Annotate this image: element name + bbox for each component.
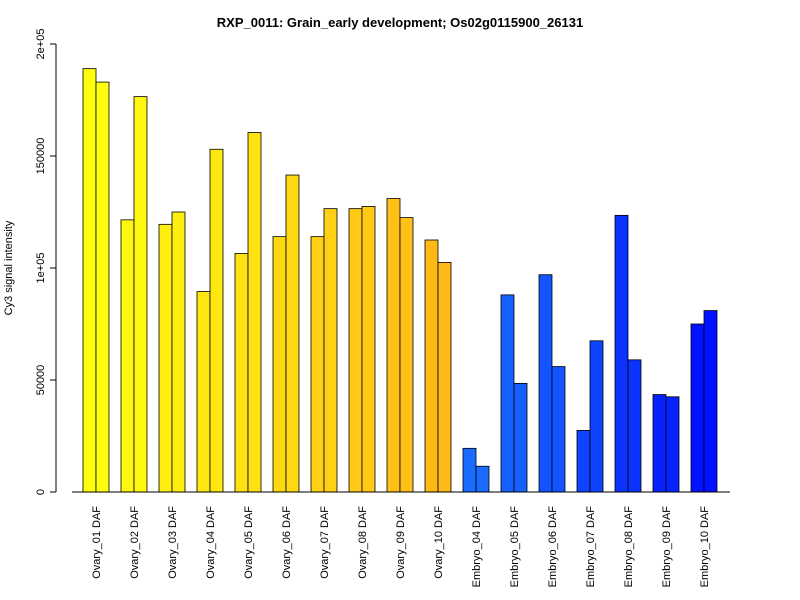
x-tick-label: Embryo_04 DAF: [471, 506, 483, 588]
y-axis: 0 50000 1e+05 150000 2e+05: [35, 29, 57, 495]
y-tick-label: 1e+05: [35, 253, 47, 284]
x-tick-labels: Ovary_01 DAF Ovary_02 DAF Ovary_03 DAF Ovar…: [91, 506, 711, 588]
x-tick-label: Ovary_04 DAF: [205, 506, 217, 579]
x-tick-label: Embryo_06 DAF: [547, 506, 559, 588]
x-tick-label: Ovary_10 DAF: [433, 506, 445, 579]
bar: [285, 174, 300, 493]
bar: [475, 465, 490, 493]
bar: [703, 310, 718, 493]
bar: [386, 198, 401, 493]
bar: [133, 96, 148, 493]
x-tick-label: Embryo_08 DAF: [623, 506, 635, 588]
bar: [95, 81, 110, 493]
bars: [82, 68, 718, 493]
x-tick-label: Ovary_01 DAF: [91, 506, 103, 579]
bar: [399, 217, 414, 493]
x-tick-label: Ovary_08 DAF: [357, 506, 369, 579]
bar: [323, 208, 338, 493]
x-tick-label: Ovary_06 DAF: [281, 506, 293, 579]
x-tick-label: Ovary_09 DAF: [395, 506, 407, 579]
bar: [361, 205, 376, 493]
y-tick-label: 50000: [35, 365, 47, 396]
bar: [424, 239, 439, 493]
bar: [576, 429, 591, 493]
bar: [171, 211, 186, 493]
y-axis-label: Cy3 signal intensity: [3, 220, 15, 315]
bar: [589, 340, 604, 493]
bar: [234, 253, 249, 493]
bar: [551, 366, 566, 493]
bar: [513, 382, 528, 493]
chart-title: RXP_0011: Grain_early development; Os02g…: [217, 15, 583, 30]
bar: [348, 208, 363, 493]
x-tick-label: Ovary_02 DAF: [129, 506, 141, 579]
bar: [437, 261, 452, 493]
bar: [652, 394, 667, 493]
x-tick-label: Embryo_09 DAF: [661, 506, 673, 588]
bar: [690, 323, 705, 493]
bar: [272, 236, 287, 493]
y-tick-label: 150000: [35, 138, 47, 175]
bar: [538, 274, 553, 493]
bar: [158, 223, 173, 493]
bar: [196, 291, 211, 493]
bar: [247, 132, 262, 493]
x-tick-label: Embryo_05 DAF: [509, 506, 521, 588]
x-tick-label: Ovary_05 DAF: [243, 506, 255, 579]
y-tick-label: 0: [35, 489, 47, 495]
bar: [500, 294, 515, 493]
bar: [665, 396, 680, 493]
bar: [209, 148, 224, 493]
bar: [462, 447, 477, 493]
x-tick-label: Embryo_07 DAF: [585, 506, 597, 588]
x-tick-label: Ovary_07 DAF: [319, 506, 331, 579]
bar: [627, 359, 642, 493]
bar: [120, 219, 135, 493]
x-tick-label: Ovary_03 DAF: [167, 506, 179, 579]
bar: [82, 68, 97, 493]
bar: [614, 214, 629, 493]
bar: [310, 236, 325, 493]
x-tick-label: Embryo_10 DAF: [699, 506, 711, 588]
y-tick-label: 2e+05: [35, 29, 47, 60]
